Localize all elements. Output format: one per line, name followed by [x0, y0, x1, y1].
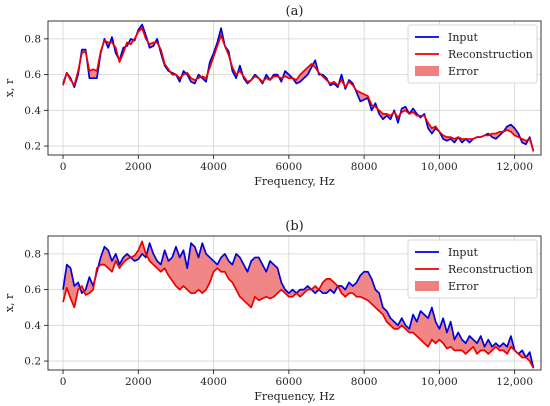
panel-a-series-input-line	[62, 23, 535, 152]
panel-a-legend-entry-reconstruction: Reconstruction	[448, 48, 533, 61]
panel-b-series-reconstruction-line	[62, 240, 535, 369]
panel-b-axes-frame	[47, 235, 542, 371]
panel-b: 0 2000 4000 6000 8000 10,000 12,000 0.2 0.4 0.6 0.…	[3, 219, 542, 403]
panel-b-xtick-label-1: 2000	[125, 376, 152, 388]
panel-b-ytick-label-0: 0.2	[24, 356, 41, 368]
panel-a-xtick-label-1: 2000	[125, 161, 152, 173]
panel-b-ytick-label-3: 0.8	[24, 248, 41, 260]
panel-b-xtick-label-5: 10,000	[421, 376, 458, 388]
panel-a-legend-swatch-error	[415, 66, 439, 76]
panel-a-xtick-label-5: 10,000	[421, 161, 458, 173]
panel-b-ylabel: x, r	[3, 293, 16, 312]
panel-a-xtick-label-0: 0	[60, 161, 67, 173]
panel-a-xlabel: Frequency, Hz	[254, 175, 335, 188]
panel-a-xtick-label-6: 12,000	[496, 161, 533, 173]
panel-b-legend-box	[407, 239, 538, 299]
panel-a-xtick-label-4: 8000	[351, 161, 378, 173]
panel-b-xtick-label-4: 8000	[351, 376, 378, 388]
panel-b-legend-entry-reconstruction: Reconstruction	[448, 263, 533, 276]
panel-a-ytick-label-3: 0.8	[24, 33, 41, 45]
panel-a-title: (a)	[286, 4, 304, 19]
panel-b-xtick-label-0: 0	[60, 376, 67, 388]
panel-b-xtick-label-3: 6000	[275, 376, 302, 388]
panel-b-legend-entry-input: Input	[448, 246, 479, 259]
panel-a: 0 2000 4000 6000 8000 10,000 12,000 0.2 0.4 0.6 0.…	[3, 4, 542, 188]
panel-a-ytick-label-0: 0.2	[24, 141, 41, 153]
panel-a-xtick-label-3: 6000	[275, 161, 302, 173]
panel-b-xtick-label-6: 12,000	[496, 376, 533, 388]
panel-a-legend-entry-input: Input	[448, 31, 479, 44]
panel-a-series-reconstruction-line	[62, 27, 535, 152]
panel-b-series-input-line	[62, 242, 535, 369]
panel-b-ytick-label-2: 0.6	[24, 284, 41, 296]
panel-a-legend-entry-error: Error	[448, 65, 479, 78]
panel-a-ytick-label-2: 0.6	[24, 69, 41, 81]
panel-a-xtick-label-2: 4000	[200, 161, 227, 173]
panel-b-xlabel: Frequency, Hz	[254, 390, 335, 403]
panel-a-ylabel: x, r	[3, 78, 16, 97]
panel-b-xtick-label-2: 4000	[200, 376, 227, 388]
panel-b-legend: Input Reconstruction Error	[407, 239, 538, 299]
panel-b-legend-entry-error: Error	[448, 280, 479, 293]
panel-b-legend-swatch-error	[415, 281, 439, 291]
panel-a-ytick-label-1: 0.4	[24, 105, 41, 117]
panel-b-ytick-label-1: 0.4	[24, 320, 41, 332]
panel-b-error-area	[63, 241, 534, 369]
panel-a-axes-frame	[47, 20, 542, 156]
panel-a-legend: Input Reconstruction Error	[407, 24, 538, 84]
panel-b-title: (b)	[285, 219, 303, 234]
panel-a-legend-box	[407, 24, 538, 84]
